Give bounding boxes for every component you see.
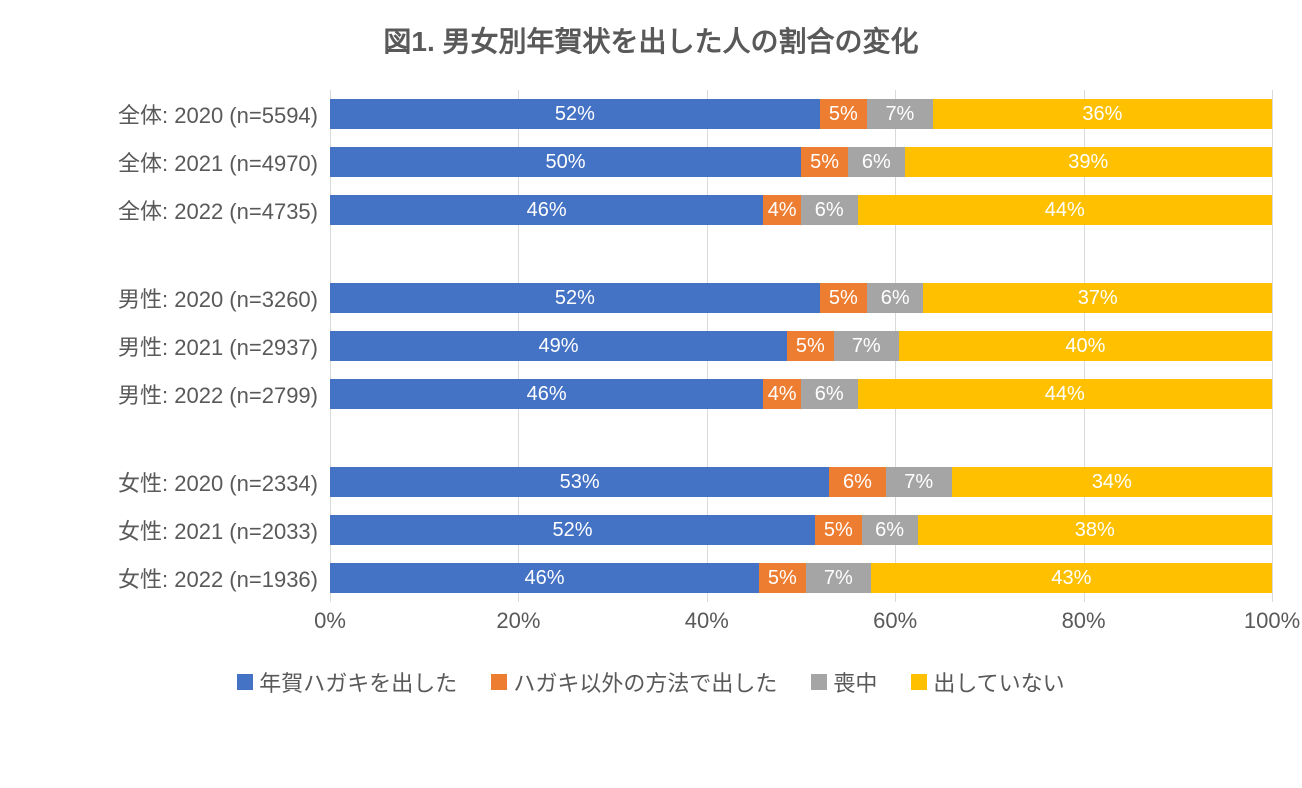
bar: 46%5%7%43%: [330, 563, 1272, 593]
bars-inner: 52%5%7%36%50%5%6%39%46%4%6%44%52%5%6%37%…: [330, 90, 1272, 602]
legend: 年賀ハガキを出した ハガキ以外の方法で出した 喪中 出していない: [30, 666, 1272, 698]
legend-swatch: [911, 674, 927, 690]
bar-segment: 6%: [848, 147, 905, 177]
legend-item: 出していない: [911, 666, 1064, 698]
bar-segment: 5%: [820, 99, 867, 129]
bar-segment: 7%: [867, 99, 933, 129]
x-tick-label: 80%: [1062, 608, 1106, 634]
legend-item: ハガキ以外の方法で出した: [491, 666, 777, 698]
legend-swatch: [491, 674, 507, 690]
row-label: 女性: 2020 (n=2334): [30, 466, 330, 498]
bar-segment: 50%: [330, 147, 801, 177]
bar-segment: 34%: [952, 467, 1272, 497]
bar-segment: 38%: [918, 515, 1272, 545]
bar-segment: 40%: [899, 331, 1272, 361]
row-label: 女性: 2022 (n=1936): [30, 562, 330, 594]
x-tick-label: 0%: [314, 608, 346, 634]
legend-item: 喪中: [811, 666, 877, 698]
x-tick-label: 20%: [496, 608, 540, 634]
plot-area: 全体: 2020 (n=5594) 全体: 2021 (n=4970) 全体: 20…: [30, 90, 1272, 602]
bar-segment: 5%: [820, 283, 867, 313]
axis-spacer: [30, 608, 330, 638]
bar: 49%5%7%40%: [330, 331, 1272, 361]
bar-segment: 7%: [806, 563, 871, 593]
chart-area: 全体: 2020 (n=5594) 全体: 2021 (n=4970) 全体: 20…: [30, 90, 1272, 698]
bar: 52%5%6%38%: [330, 515, 1272, 545]
row-label: 全体: 2021 (n=4970): [30, 146, 330, 178]
bar-segment: 44%: [858, 379, 1272, 409]
row-label: 男性: 2020 (n=3260): [30, 282, 330, 314]
bar-segment: 52%: [330, 99, 820, 129]
bar-segment: 49%: [330, 331, 787, 361]
row-label: 全体: 2022 (n=4735): [30, 194, 330, 226]
x-axis: 0%20%40%60%80%100%: [30, 608, 1272, 638]
x-tick-label: 100%: [1244, 608, 1300, 634]
chart-title: 図1. 男女別年賀状を出した人の割合の変化: [30, 20, 1272, 60]
bar-segment: 6%: [862, 515, 918, 545]
bar-segment: 5%: [787, 331, 834, 361]
bar-segment: 7%: [886, 467, 952, 497]
grid-line: [1272, 90, 1273, 602]
y-axis-labels: 全体: 2020 (n=5594) 全体: 2021 (n=4970) 全体: 20…: [30, 90, 330, 602]
bar: 50%5%6%39%: [330, 147, 1272, 177]
bar-segment: 6%: [829, 467, 886, 497]
bar: 52%5%6%37%: [330, 283, 1272, 313]
bar: 53%6%7%34%: [330, 467, 1272, 497]
legend-label: ハガキ以外の方法で出した: [513, 666, 777, 698]
bar-segment: 6%: [801, 379, 858, 409]
legend-swatch: [237, 674, 253, 690]
bar-segment: 44%: [858, 195, 1272, 225]
bar-segment: 4%: [763, 195, 801, 225]
x-tick-label: 40%: [685, 608, 729, 634]
bar: 46%4%6%44%: [330, 379, 1272, 409]
legend-swatch: [811, 674, 827, 690]
bar-segment: 52%: [330, 283, 820, 313]
row-label: 全体: 2020 (n=5594): [30, 98, 330, 130]
bar-segment: 39%: [905, 147, 1272, 177]
bar-segment: 46%: [330, 563, 759, 593]
bar-segment: 53%: [330, 467, 829, 497]
row-label: 女性: 2021 (n=2033): [30, 514, 330, 546]
legend-label: 出していない: [933, 666, 1064, 698]
bar-segment: 5%: [759, 563, 806, 593]
bar-segment: 5%: [815, 515, 862, 545]
bar-segment: 52%: [330, 515, 815, 545]
bar-segment: 6%: [867, 283, 924, 313]
bars-column: 52%5%7%36%50%5%6%39%46%4%6%44%52%5%6%37%…: [330, 90, 1272, 602]
bar-segment: 4%: [763, 379, 801, 409]
bar-segment: 46%: [330, 195, 763, 225]
bar-segment: 43%: [871, 563, 1272, 593]
bar-segment: 7%: [834, 331, 899, 361]
bar-segment: 36%: [933, 99, 1272, 129]
bar: 46%4%6%44%: [330, 195, 1272, 225]
legend-item: 年賀ハガキを出した: [237, 666, 457, 698]
bar-segment: 5%: [801, 147, 848, 177]
legend-label: 年賀ハガキを出した: [259, 666, 457, 698]
x-tick-label: 60%: [873, 608, 917, 634]
row-label: 男性: 2022 (n=2799): [30, 378, 330, 410]
bar: 52%5%7%36%: [330, 99, 1272, 129]
row-label: 男性: 2021 (n=2937): [30, 330, 330, 362]
bar-segment: 46%: [330, 379, 763, 409]
bar-segment: 6%: [801, 195, 858, 225]
bar-segment: 37%: [923, 283, 1272, 313]
x-axis-ticks: 0%20%40%60%80%100%: [330, 608, 1272, 638]
legend-label: 喪中: [833, 666, 877, 698]
